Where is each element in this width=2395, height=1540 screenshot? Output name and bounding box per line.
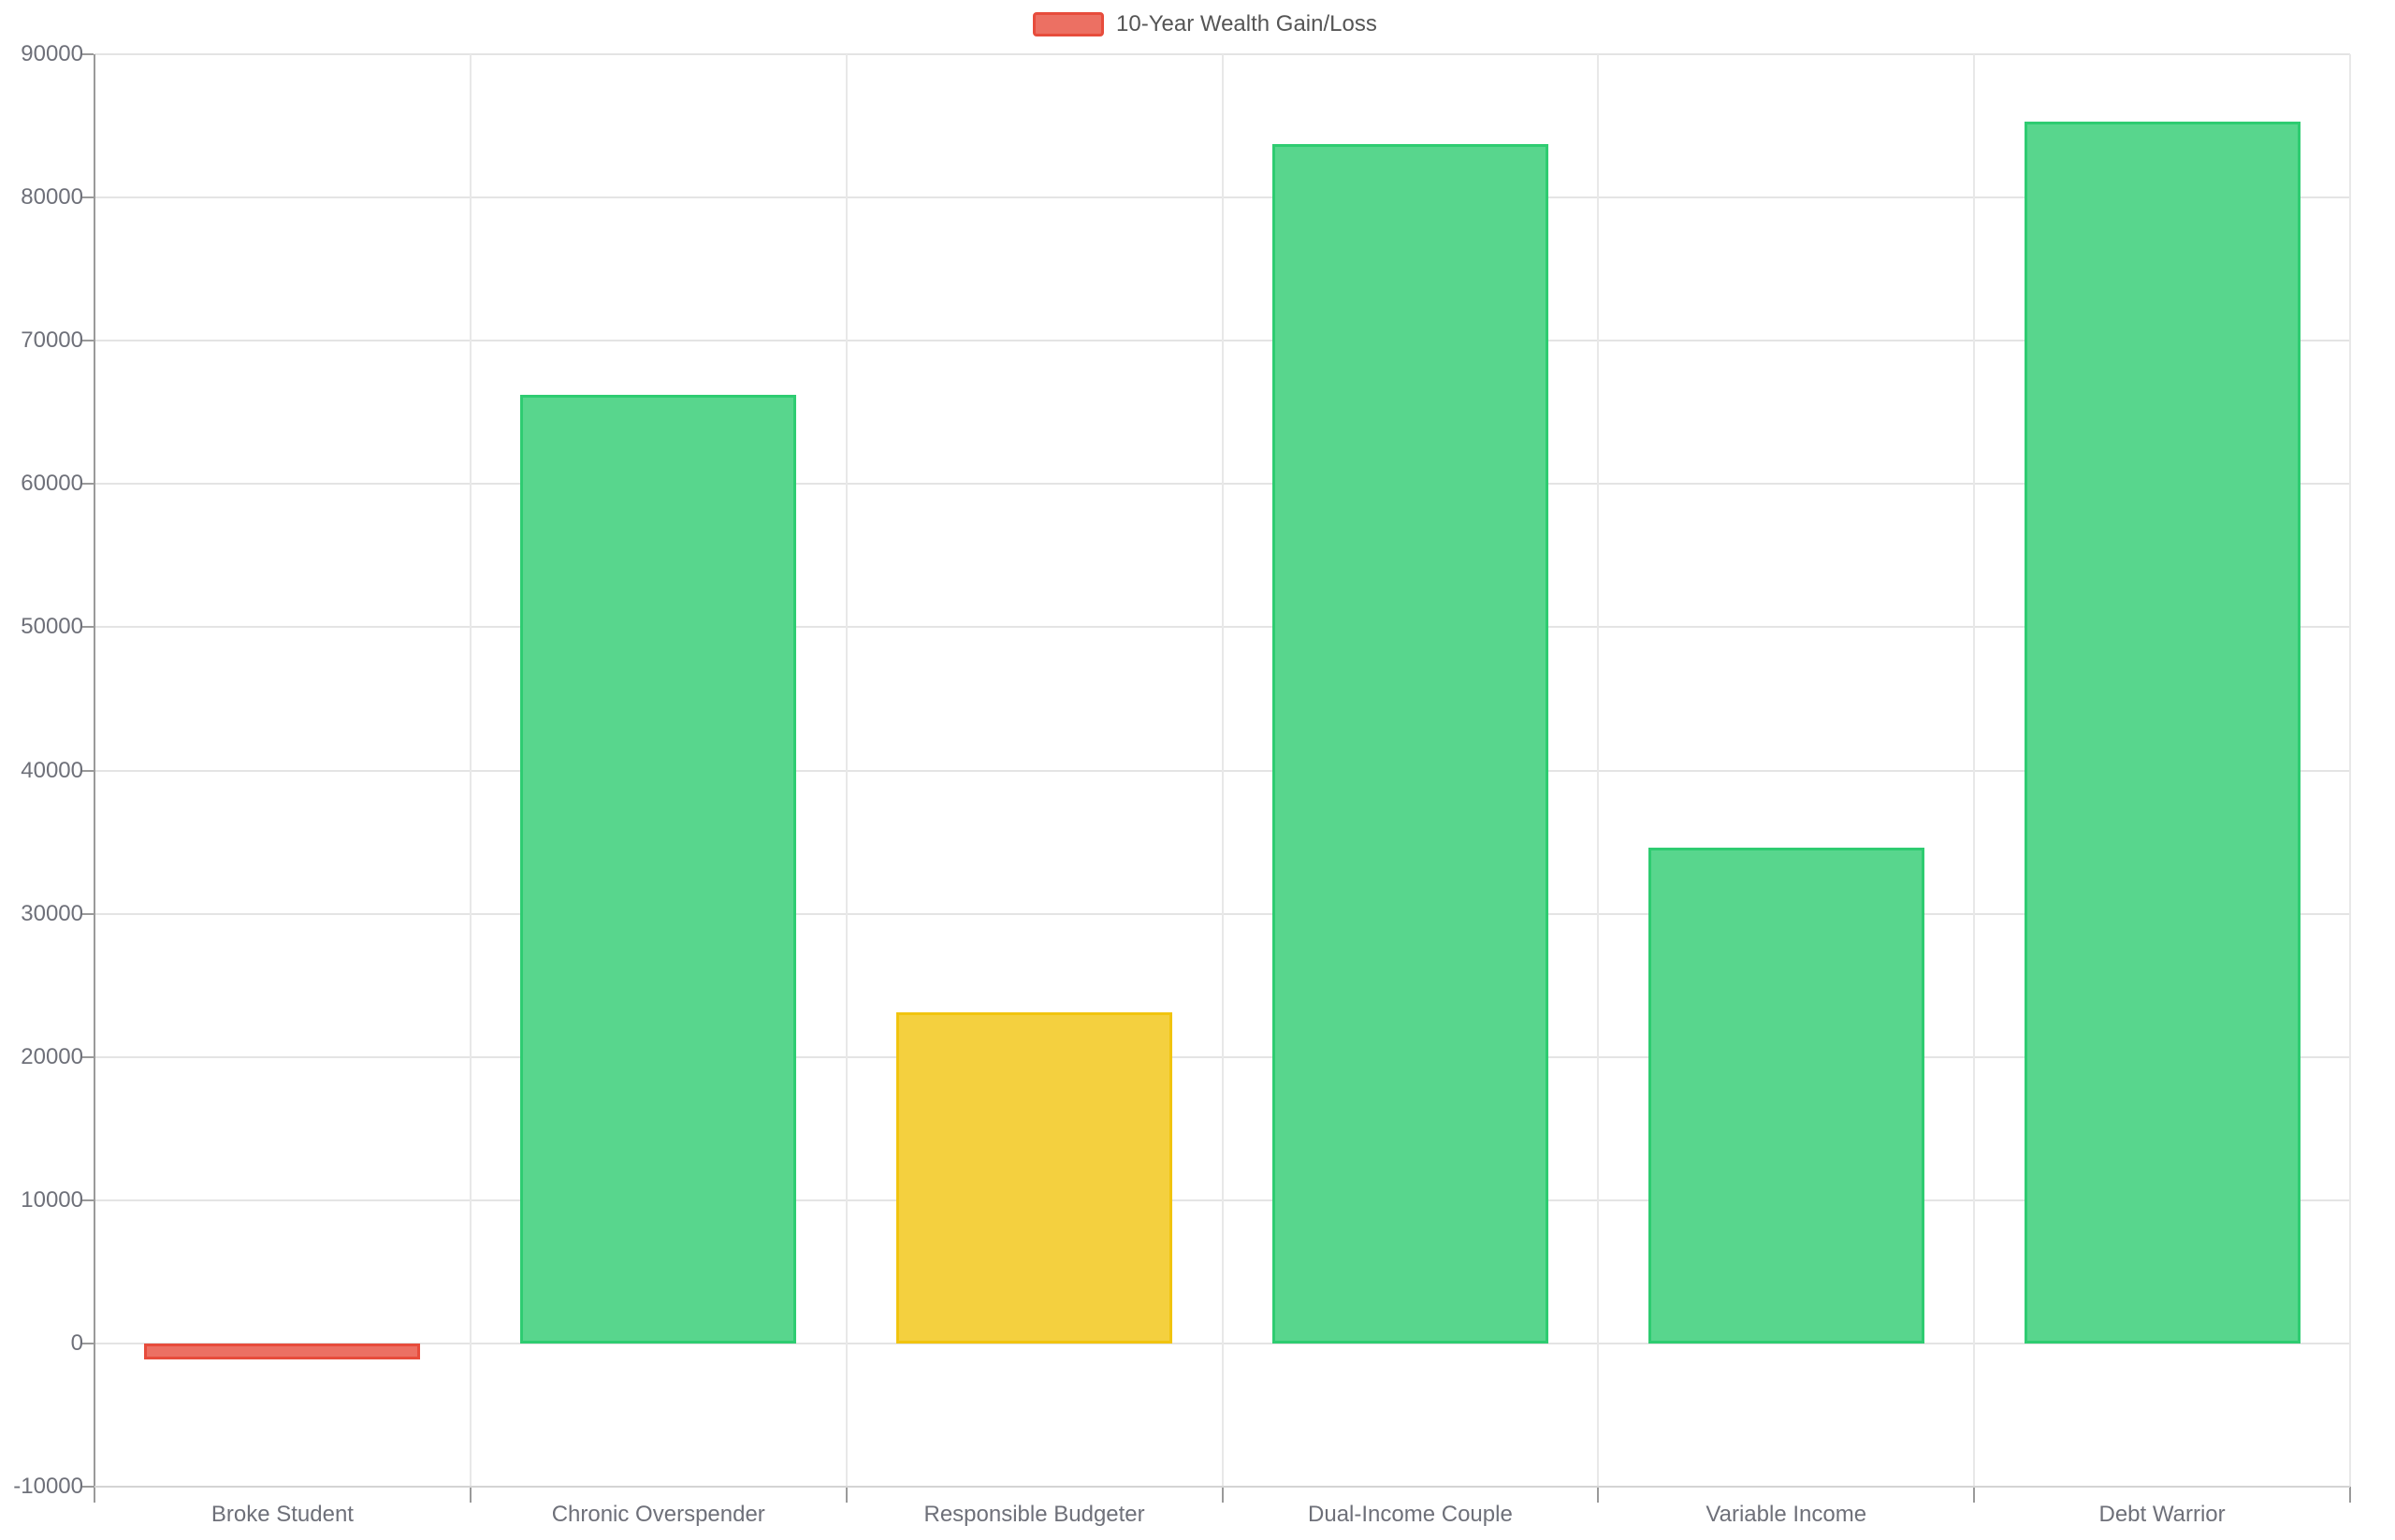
y-axis-tick — [80, 340, 94, 342]
x-axis-label-chronic-overspender: Chronic Overspender — [551, 1502, 765, 1527]
legend-swatch-icon — [1033, 12, 1104, 36]
x-axis-label-responsible-budgeter: Responsible Budgeter — [923, 1502, 1145, 1527]
y-axis-tick — [80, 196, 94, 199]
x-gridline — [1597, 54, 1600, 1487]
x-gridline — [1221, 54, 1224, 1487]
x-gridline — [2349, 54, 2351, 1487]
x-axis-tick — [845, 1487, 848, 1503]
y-axis-tick-label: 90000 — [21, 41, 83, 66]
bar-responsible-budgeter[interactable] — [896, 1012, 1173, 1344]
bar-broke-student[interactable] — [144, 1343, 421, 1359]
legend-label: 10-Year Wealth Gain/Loss — [1116, 11, 1377, 36]
y-axis-tick-label: 0 — [70, 1329, 83, 1356]
y-axis-tick-label: 30000 — [21, 900, 83, 926]
y-axis-tick — [80, 53, 94, 55]
y-axis-tick-label: 50000 — [21, 614, 83, 640]
x-gridline — [845, 54, 848, 1487]
y-axis-tick-label: 60000 — [21, 471, 83, 497]
x-axis-label-debt-warrior: Debt Warrior — [2098, 1502, 2226, 1527]
y-axis-tick — [80, 1342, 94, 1344]
x-gridline — [469, 54, 472, 1487]
x-axis-label-variable-income: Variable Income — [1706, 1502, 1867, 1527]
x-axis-label-dual-income-couple: Dual-Income Couple — [1308, 1502, 1513, 1527]
y-axis-tick-label: 20000 — [21, 1043, 83, 1069]
y-axis-tick — [80, 769, 94, 772]
x-axis-tick — [1597, 1487, 1600, 1503]
x-axis-tick — [469, 1487, 472, 1503]
bar-chronic-overspender[interactable] — [520, 395, 797, 1344]
legend-item[interactable]: 10-Year Wealth Gain/Loss — [1033, 11, 1377, 37]
y-axis-tick — [80, 1486, 94, 1488]
y-axis-tick-label: 80000 — [21, 184, 83, 211]
y-axis-tick — [80, 912, 94, 915]
y-axis-tick-label: -10000 — [13, 1474, 83, 1499]
x-axis-tick — [94, 1487, 95, 1503]
y-axis-tick — [80, 626, 94, 629]
x-axis-label-broke-student: Broke Student — [210, 1502, 354, 1527]
y-axis-tick-label: 10000 — [21, 1186, 83, 1213]
y-axis-tick — [80, 483, 94, 486]
y-axis-line — [94, 54, 95, 1487]
x-axis-tick — [1221, 1487, 1224, 1503]
y-axis-tick — [80, 1199, 94, 1201]
y-axis-tick-label: 70000 — [21, 327, 83, 354]
plot-area: -10000 0 10000 20000 30000 40000 50000 60000 700… — [13, 41, 2351, 1527]
bar-variable-income[interactable] — [1647, 848, 1924, 1344]
x-gridline — [1973, 54, 1976, 1487]
x-axis-tick — [2349, 1487, 2351, 1503]
x-axis-tick — [1973, 1487, 1976, 1503]
y-axis-tick — [80, 1055, 94, 1058]
x-axis-line — [94, 1486, 2350, 1488]
bar-dual-income-couple[interactable] — [1271, 144, 1548, 1344]
bar-debt-warrior[interactable] — [2024, 121, 2301, 1344]
y-axis-tick-label: 40000 — [21, 757, 83, 783]
